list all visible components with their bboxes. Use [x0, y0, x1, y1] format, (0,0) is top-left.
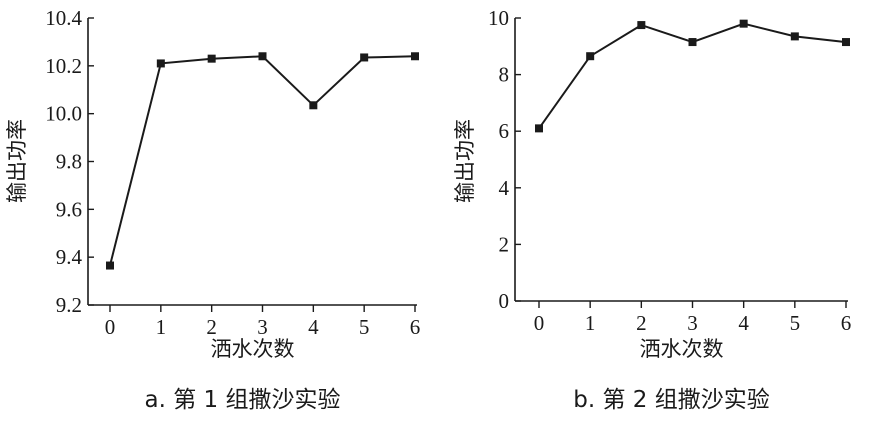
- chart-b-data-point: [790, 32, 799, 41]
- chart-b-y-tick-label: 6: [499, 119, 510, 143]
- chart-b: 0 2 4 6 8 10 0 1 2 3 4 5 6 洒水次数 输出功率 b. 第 2 组撒沙实验: [453, 6, 851, 413]
- chart-a-y-tick-label: 9.8: [56, 150, 82, 174]
- chart-b-y-tick-label: 8: [499, 63, 510, 87]
- chart-b-caption: b. 第 2 组撒沙实验: [573, 387, 769, 413]
- chart-b-data-point: [586, 52, 595, 61]
- chart-b-data-point: [688, 38, 697, 47]
- chart-a-series-line: [109, 55, 416, 266]
- chart-b-x-tick-label: 4: [738, 311, 749, 335]
- chart-a-data-point: [156, 59, 165, 68]
- chart-b-data-point: [739, 19, 748, 28]
- chart-b-x-tick-label: 1: [585, 311, 596, 335]
- chart-b-data-point: [535, 124, 543, 133]
- chart-b-x-tick-label: 6: [841, 311, 852, 335]
- chart-a-y-tick-label: 10.4: [45, 6, 82, 30]
- chart-a-x-tick-label: 0: [105, 315, 116, 339]
- chart-b-x-tick-label: 0: [534, 311, 545, 335]
- chart-b-x-tick-label: 2: [636, 311, 647, 335]
- chart-b-y-tick-label: 10: [488, 6, 509, 30]
- chart-b-data-point: [637, 21, 646, 30]
- chart-b-y-tick-label: 4: [499, 176, 510, 200]
- chart-a-y-tick-label: 9.4: [56, 245, 83, 269]
- chart-a-data-point: [106, 261, 114, 270]
- chart-b-data-point: [842, 38, 850, 47]
- chart-a-y-tick-label: 9.2: [56, 293, 82, 317]
- chart-b-y-axis-title: 输出功率: [453, 119, 477, 203]
- chart-a-x-axis-title: 洒水次数: [211, 337, 295, 361]
- chart-a-data-point: [309, 101, 318, 110]
- chart-a-caption: a. 第 1 组撒沙实验: [145, 387, 341, 413]
- chart-a: 9.2 9.4 9.6 9.8 10.0 10.2 10.4 0 1 2 3 4 5 6 洒水次数 输出功率 a…: [5, 6, 420, 413]
- chart-a-x-tick-label: 3: [257, 315, 268, 339]
- chart-b-y-tick-label: 0: [499, 289, 510, 313]
- chart-a-x-tick-label: 4: [308, 315, 319, 339]
- chart-a-x-tick-label: 2: [206, 315, 217, 339]
- chart-a-x-tick-label: 6: [410, 315, 421, 339]
- chart-a-data-point: [360, 53, 369, 62]
- chart-a-data-point: [207, 54, 216, 63]
- chart-a-y-tick-label: 9.6: [56, 197, 82, 221]
- chart-a-y-axis-title: 输出功率: [5, 119, 29, 203]
- chart-a-x-tick-label: 5: [359, 315, 370, 339]
- chart-b-x-tick-label: 5: [790, 311, 801, 335]
- chart-a-data-point: [411, 52, 419, 61]
- chart-a-y-tick-label: 10.2: [45, 54, 82, 78]
- chart-a-data-point: [258, 52, 267, 61]
- chart-b-x-axis-title: 洒水次数: [640, 337, 724, 361]
- chart-b-x-tick-label: 3: [687, 311, 698, 335]
- chart-a-x-tick-label: 1: [156, 315, 167, 339]
- chart-b-y-tick-label: 2: [499, 232, 510, 256]
- chart-a-y-tick-label: 10.0: [45, 102, 82, 126]
